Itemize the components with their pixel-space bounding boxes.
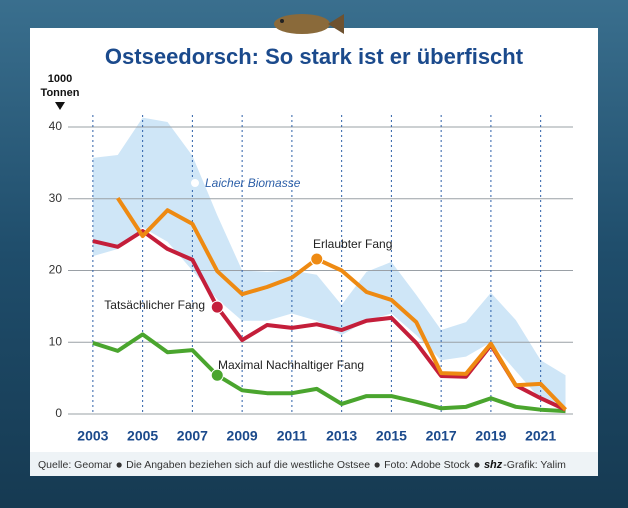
chart-title: Ostseedorsch: So stark ist er überfischt xyxy=(105,44,524,69)
x-tick-label: 2011 xyxy=(277,428,308,444)
series-label: Laicher Biomasse xyxy=(205,176,301,190)
x-tick-label: 2013 xyxy=(326,428,357,444)
separator-dot xyxy=(474,462,480,468)
y-tick-label: 10 xyxy=(49,334,63,348)
series-line xyxy=(116,196,567,412)
credit-text: -Grafik: Yalim xyxy=(503,459,566,471)
y-tick-label: 40 xyxy=(49,119,63,133)
legend-marker xyxy=(310,252,324,266)
source-line: Quelle: Geomar Die Angaben beziehen sich … xyxy=(38,459,566,471)
y-axis-label: 1000 xyxy=(48,73,72,85)
y-axis-label: Tonnen xyxy=(41,87,80,99)
source-text: Quelle: Geomar xyxy=(38,459,113,471)
axis-arrow xyxy=(55,102,65,110)
x-tick-label: 2017 xyxy=(426,428,457,444)
y-tick-label: 30 xyxy=(49,191,63,205)
legend-marker xyxy=(189,177,201,189)
x-tick-label: 2005 xyxy=(127,428,158,444)
x-tick-label: 2021 xyxy=(525,428,556,444)
plot: 0 10 20 30 40 2003 2005 2007 2009 2011 2013 2015 201… xyxy=(49,115,573,444)
y-tick-label: 0 xyxy=(55,406,62,420)
separator-dot xyxy=(116,462,122,468)
legend-marker xyxy=(210,368,224,382)
series-label: Maximal Nachhaltiger Fang xyxy=(218,358,364,372)
legend-marker xyxy=(210,300,224,314)
source-text: Foto: Adobe Stock xyxy=(384,459,471,471)
series-label: Tatsächlicher Fang xyxy=(104,298,205,312)
x-tick-label: 2003 xyxy=(77,428,108,444)
biomass-band xyxy=(92,117,566,407)
source-bar xyxy=(30,452,598,476)
x-tick-label: 2009 xyxy=(227,428,258,444)
credit-logo: shz xyxy=(484,459,503,471)
source-text: Die Angaben beziehen sich auf die westli… xyxy=(126,459,370,471)
series-label: Erlaubter Fang xyxy=(313,237,392,251)
x-tick-label: 2007 xyxy=(177,428,208,444)
y-tick-label: 20 xyxy=(49,263,63,277)
x-tick-label: 2015 xyxy=(376,428,407,444)
fish-icon xyxy=(274,14,344,34)
separator-dot xyxy=(374,462,380,468)
series-line xyxy=(92,332,566,414)
x-tick-label: 2019 xyxy=(475,428,506,444)
